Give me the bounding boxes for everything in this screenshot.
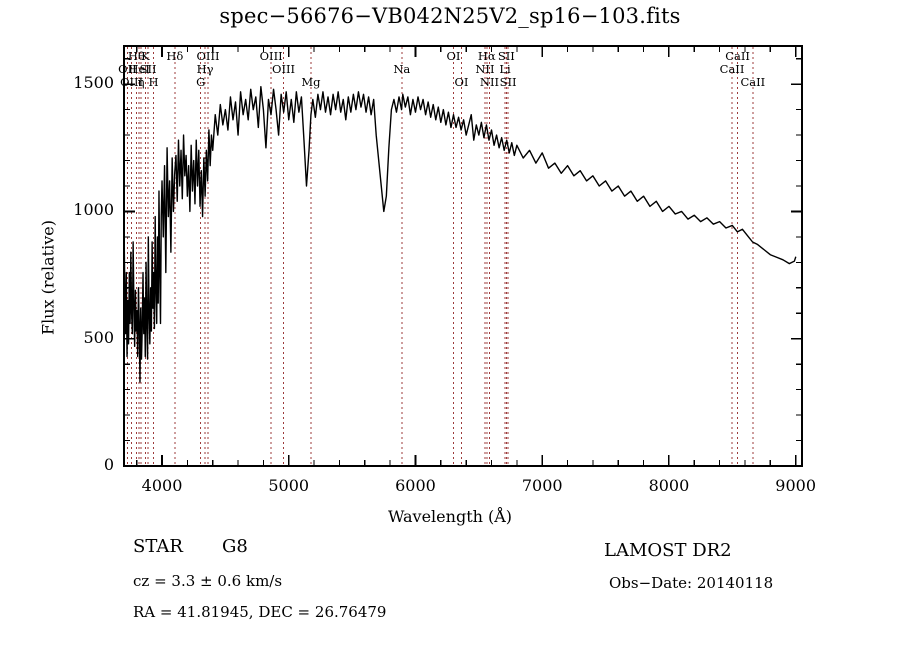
y-tick-label: 1500 — [73, 73, 114, 93]
spectral-line-label: CaII — [740, 75, 766, 89]
spectral-line-label: Hθ — [127, 49, 145, 63]
spectral-line-label: NII — [475, 62, 495, 76]
spectral-line-label: Hγ — [196, 62, 214, 76]
spectral-line-label: HeI — [128, 62, 150, 76]
y-tick-label: 0 — [103, 455, 114, 474]
spectral-line-label: Li — [499, 62, 511, 76]
spectral-line-label: OI — [446, 49, 461, 63]
x-tick-label: 5000 — [268, 476, 310, 495]
spectral-line-label: Hα — [477, 49, 496, 63]
figure-title: spec−56676−VB042N25V2_sp16−103.fits — [219, 4, 681, 28]
obs-date-value: Obs−Date: 20140118 — [609, 574, 774, 592]
spectral-line-label: NII — [479, 75, 500, 89]
spectral-line-label: SII — [499, 75, 517, 89]
spectral-line-label: OIII — [272, 62, 296, 76]
x-tick-label: 7000 — [521, 476, 563, 495]
coordinates-value: RA = 41.81945, DEC = 26.76479 — [133, 603, 387, 621]
spectral-line-label: H — [148, 75, 159, 89]
spectral-line-label: OIII — [196, 49, 220, 63]
y-tick-label: 1000 — [73, 200, 114, 220]
spectral-line-label: OI — [454, 75, 469, 89]
spectral-line-label: OIII — [259, 49, 283, 63]
x-tick-label: 8000 — [648, 476, 690, 495]
cz-value: cz = 3.3 ± 0.6 km/s — [133, 572, 283, 590]
spectral-line-label: η — [137, 75, 145, 89]
spectral-line-label: CaII — [725, 49, 750, 63]
x-axis-label: Wavelength (Å) — [387, 507, 513, 526]
y-tick-label: 500 — [83, 327, 114, 347]
x-tick-label: 9000 — [775, 476, 817, 495]
spectral-line-label: Na — [393, 62, 411, 76]
spectral-line-label: SII — [497, 49, 515, 63]
spectral-line-label: G — [196, 75, 206, 89]
spectral-line-label: K — [141, 49, 150, 63]
spectral-line-label: OII — [118, 62, 137, 76]
spectral-line-label: Hδ — [166, 49, 184, 63]
spectral-line-label: OIII — [120, 75, 144, 89]
x-tick-label: 6000 — [395, 476, 436, 495]
object-type-label: STAR — [133, 536, 183, 557]
spectral-line-label: CaII — [719, 62, 745, 76]
x-tick-label: 4000 — [141, 476, 183, 495]
survey-label: LAMOST DR2 — [604, 540, 732, 561]
spectral-class-label: G8 — [222, 536, 248, 557]
spectral-line-label: Mg — [301, 75, 321, 89]
spectral-line-label: SII — [139, 62, 157, 76]
